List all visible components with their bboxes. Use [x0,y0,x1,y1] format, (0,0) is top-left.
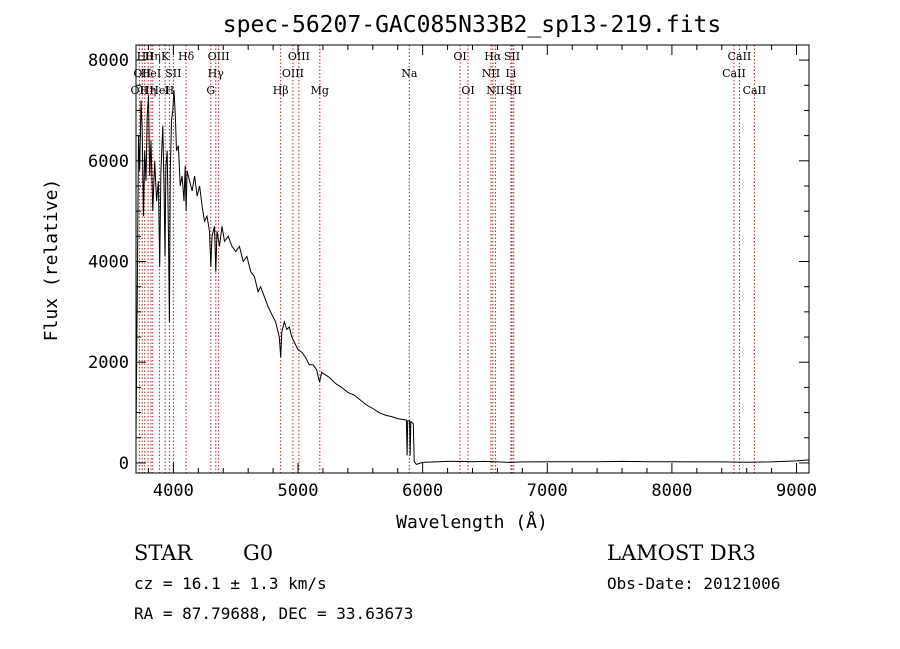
y-axis-title: Flux (relative) [41,179,62,342]
sky-coordinates: RA = 87.79688, DEC = 33.63673 [134,604,413,623]
x-tick-label: 7000 [527,481,568,501]
survey-name: LAMOST DR3 [607,541,756,565]
spectral-line-label: Hα [484,50,502,63]
object-subclass: G0 [243,541,273,565]
redshift-velocity: cz = 16.1 ± 1.3 km/s [134,574,327,593]
spectral-line-label: OIII [208,50,230,63]
axis-ticks: 4000 5000 6000 7000 8000 9000 0 2000 4000 6000 800… [88,45,817,501]
chart-title: spec-56207-GAC085N33B2_sp13-219.fits [223,12,722,38]
spectral-line-label: CaII [722,67,746,80]
spectral-line-label: H [165,84,175,97]
x-tick-label: 9000 [776,481,817,501]
spectral-line-label: Hγ [208,67,225,80]
observation-date: Obs-Date: 20121006 [607,574,780,593]
spectral-line-label: Li [505,67,516,80]
spectral-line-label: CaII [743,84,767,97]
spectral-line-label: K [161,50,170,63]
y-tick-label: 2000 [88,353,129,373]
spectral-line-label: Hη [140,84,156,97]
y-tick-label: 6000 [88,152,129,172]
spectral-line-label: NII [482,67,500,80]
x-tick-label: 5000 [278,481,319,501]
spectral-line-labels: OIIOIIHθHηHeIHηHeIKHSIIHδGHγOIIIHβOIIIOI… [131,50,767,97]
spectral-line-label: NII [486,84,504,97]
spectral-line-label: CaII [728,50,752,63]
spectral-line-label: Na [401,67,418,80]
spectral-line-label: SII [506,84,522,97]
spectral-line-label: G [206,84,215,97]
spectral-line-label: OIII [282,67,304,80]
y-tick-label: 4000 [88,253,129,273]
spectrum-line [135,90,810,465]
spectral-line-label: SII [165,67,181,80]
x-axis-title: Wavelength (Å) [396,511,548,533]
x-tick-label: 6000 [402,481,443,501]
x-tick-label: 8000 [651,481,692,501]
plot-frame [135,44,810,474]
spectral-line-label: OI [461,84,474,97]
spectral-line-label: Hη [145,50,161,63]
spectral-line-markers [138,45,755,473]
spectral-line-label: Mg [311,84,329,97]
spectral-line-label: Hβ [273,84,289,97]
spectral-line-label: SII [504,50,520,63]
x-tick-label: 4000 [153,481,194,501]
spectral-line-label: OIII [288,50,310,63]
y-tick-label: 0 [119,454,129,474]
spectral-line-label: Hδ [178,50,195,63]
spectral-line-label: HeI [149,84,169,97]
spectral-line-label: OI [453,50,466,63]
spectral-line-label: OII [133,67,151,80]
object-class: STAR [134,541,193,565]
y-tick-label: 8000 [88,51,129,71]
spectral-line-label: OII [131,84,149,97]
spectral-line-label: HeI [141,67,161,80]
